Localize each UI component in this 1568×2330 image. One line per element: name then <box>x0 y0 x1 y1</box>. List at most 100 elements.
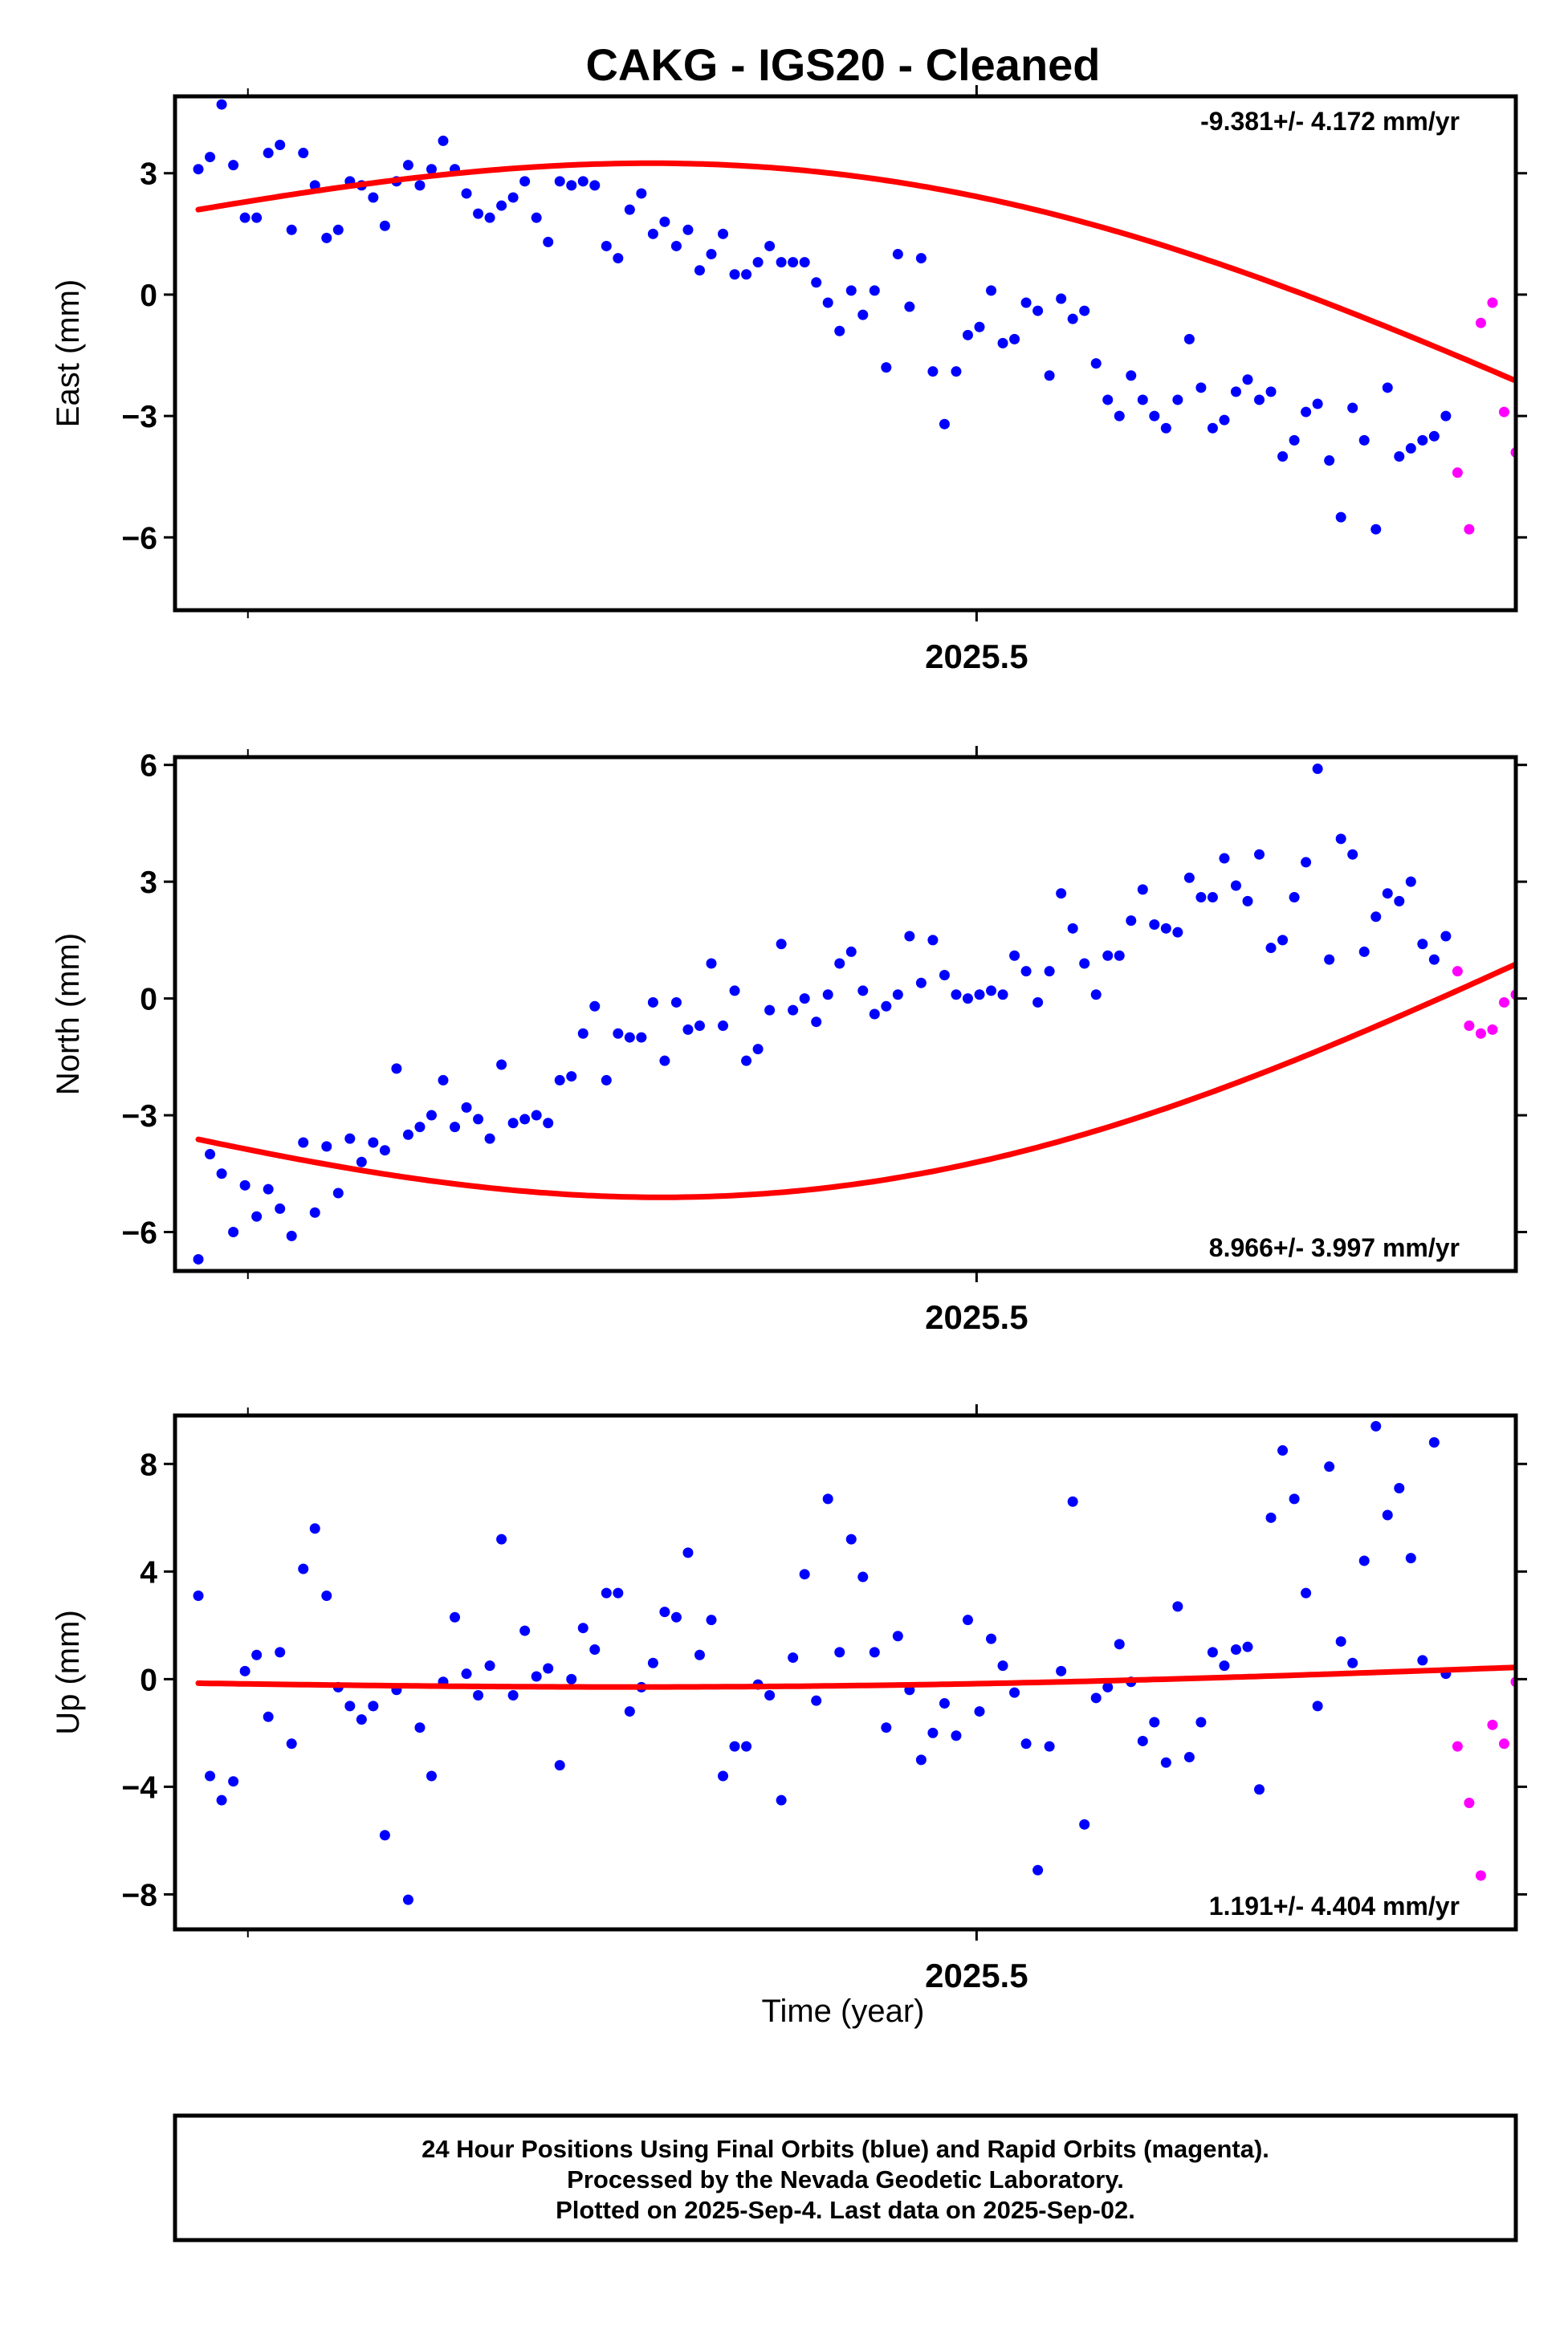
final-orbit-point <box>1032 1864 1044 1876</box>
final-orbit-point <box>1056 888 1067 899</box>
final-orbit-point <box>1394 1482 1405 1493</box>
final-orbit-point <box>1265 1512 1277 1523</box>
final-orbit-point <box>1160 422 1171 434</box>
final-orbit-point <box>670 240 682 251</box>
final-orbit-point <box>1242 1641 1253 1652</box>
y-tick-label: −6 <box>122 1216 157 1251</box>
final-orbit-point <box>519 1625 531 1636</box>
final-orbit-point <box>892 249 903 260</box>
x-tick-label: 2025.5 <box>925 637 1028 675</box>
final-orbit-point <box>1417 434 1428 446</box>
final-orbit-point <box>1090 358 1102 369</box>
final-orbit-point <box>1301 857 1312 868</box>
rapid-orbit-point <box>1522 593 1533 603</box>
final-orbit-point <box>1394 451 1405 462</box>
final-orbit-point <box>1405 1553 1416 1564</box>
final-orbit-point <box>729 1741 740 1752</box>
final-orbit-point <box>484 1133 495 1144</box>
final-orbit-point <box>811 1695 822 1706</box>
footer-frame <box>173 2113 1518 2242</box>
final-orbit-point <box>799 993 810 1004</box>
footer-line-3: Plotted on 2025-Sep-4. Last data on 2025… <box>556 2196 1135 2224</box>
final-orbit-point <box>881 1722 892 1733</box>
final-orbit-point <box>869 1647 880 1658</box>
final-orbit-point <box>601 1587 612 1599</box>
final-orbit-point <box>1219 853 1230 864</box>
final-orbit-point <box>682 1024 694 1035</box>
final-orbit-point <box>531 1110 542 1121</box>
y-tick-label: 3 <box>140 157 157 192</box>
final-orbit-point <box>193 1253 204 1265</box>
final-orbit-point <box>881 362 892 373</box>
final-orbit-point <box>543 236 554 247</box>
final-orbit-point <box>1183 1752 1195 1763</box>
final-orbit-point <box>1056 1665 1067 1676</box>
final-orbit-point <box>624 204 635 215</box>
final-orbit-point <box>414 1722 426 1733</box>
rapid-orbit-point <box>1546 978 1556 988</box>
final-orbit-point <box>624 1706 635 1717</box>
final-orbit-point <box>332 224 344 235</box>
final-orbit-point <box>1324 455 1335 466</box>
final-orbit-point <box>566 1071 577 1082</box>
final-orbit-point <box>275 139 286 150</box>
final-orbit-point <box>1160 1757 1171 1768</box>
final-orbit-point <box>1219 1660 1230 1672</box>
final-orbit-point <box>741 1055 752 1066</box>
rapid-orbit-point <box>1534 892 1545 902</box>
final-orbit-point <box>566 180 577 191</box>
final-orbit-point <box>927 366 939 377</box>
rapid-orbit-point <box>1452 966 1463 977</box>
final-orbit-point <box>1219 414 1230 426</box>
final-orbit-point <box>986 285 997 296</box>
final-orbit-point <box>857 1571 869 1583</box>
final-orbit-point <box>997 1660 1008 1672</box>
final-orbit-point <box>1020 297 1032 308</box>
y-tick-label: −6 <box>122 521 157 556</box>
final-orbit-point <box>275 1647 286 1658</box>
y-tick-label: −3 <box>122 1099 157 1134</box>
final-orbit-point <box>776 939 787 950</box>
final-orbit-point <box>251 1211 263 1222</box>
final-orbit-point <box>402 160 413 171</box>
final-orbit-point <box>997 337 1008 348</box>
final-orbit-point <box>1254 849 1265 860</box>
final-orbit-point <box>892 989 903 1000</box>
final-orbit-point <box>1440 931 1452 942</box>
rapid-orbit-point <box>1475 1028 1486 1039</box>
final-orbit-point <box>321 232 332 243</box>
rapid-orbit-point <box>1558 370 1568 381</box>
final-orbit-point <box>577 176 589 187</box>
footer-box: 24 Hour Positions Using Final Orbits (bl… <box>173 2113 1518 2242</box>
rapid-orbit-point <box>1475 317 1486 328</box>
final-orbit-point <box>1230 386 1241 397</box>
final-orbit-point <box>1114 950 1125 961</box>
fit-line <box>195 961 1516 1200</box>
final-orbit-point <box>368 192 379 203</box>
final-orbit-point <box>519 176 531 187</box>
final-orbit-point <box>193 1591 204 1602</box>
final-orbit-point <box>496 1059 507 1070</box>
final-orbit-point <box>764 1004 776 1016</box>
rapid-orbit-point <box>1534 415 1545 426</box>
final-orbit-point <box>845 946 857 957</box>
final-orbit-point <box>1044 370 1055 381</box>
final-orbit-point <box>974 321 985 332</box>
final-orbit-point <box>729 269 740 280</box>
final-orbit-point <box>1370 523 1382 535</box>
final-orbit-point <box>414 1122 426 1133</box>
final-orbit-point <box>822 297 833 308</box>
final-orbit-point <box>1254 1784 1265 1795</box>
rapid-orbit-point <box>1487 1024 1498 1035</box>
final-orbit-point <box>997 989 1008 1000</box>
final-orbit-point <box>1020 1738 1032 1750</box>
x-axis-label: Time (year) <box>762 1994 925 2029</box>
final-orbit-point <box>589 180 601 191</box>
final-orbit-point <box>309 1523 320 1534</box>
final-orbit-point <box>1102 394 1114 405</box>
final-orbit-point <box>636 188 647 199</box>
final-orbit-point <box>811 1016 822 1028</box>
final-orbit-point <box>1090 1693 1102 1704</box>
final-orbit-point <box>1428 954 1440 965</box>
final-orbit-point <box>1301 406 1312 418</box>
